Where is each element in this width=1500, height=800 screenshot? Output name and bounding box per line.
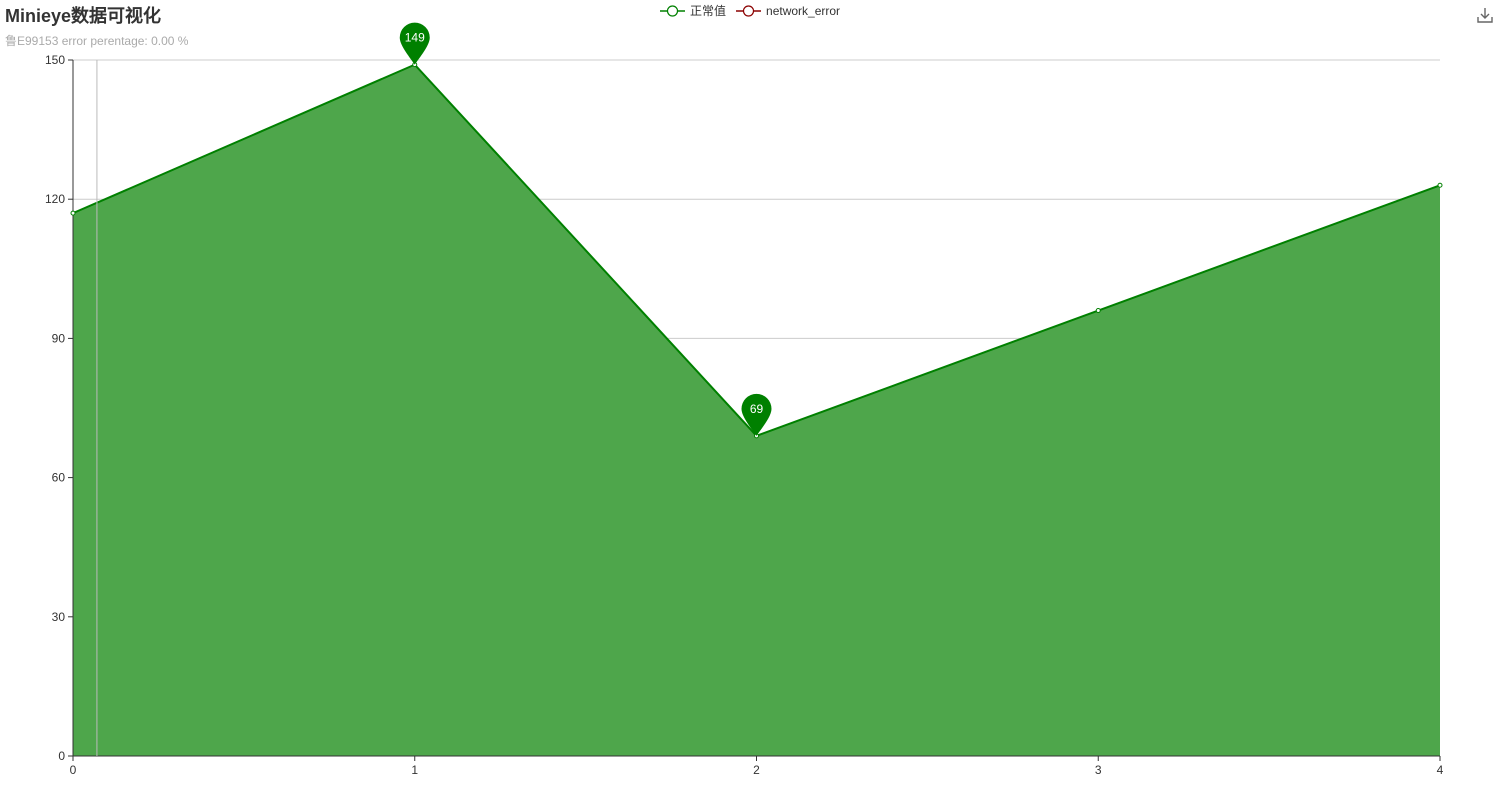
y-tick-label: 0 — [58, 749, 65, 763]
legend-item-network-error[interactable]: network_error — [736, 4, 840, 18]
download-button[interactable] — [1476, 6, 1494, 24]
y-tick-label: 120 — [45, 192, 65, 206]
mark-point-pin[interactable] — [399, 22, 430, 65]
series-area — [73, 64, 1440, 756]
x-tick-label: 1 — [411, 763, 418, 777]
chart-subtitle: 鲁E99153 error perentage: 0.00 % — [5, 34, 189, 48]
y-tick-label: 150 — [45, 53, 65, 67]
mark-point-label: 69 — [750, 402, 764, 416]
chart-title: Minieye数据可视化 — [5, 6, 162, 26]
legend-network-error-symbol-icon — [736, 4, 762, 17]
x-tick-label: 4 — [1437, 763, 1444, 777]
y-tick-label: 90 — [52, 331, 66, 345]
download-icon — [1477, 8, 1493, 23]
x-tick-label: 2 — [753, 763, 760, 777]
y-tick-label: 60 — [52, 471, 66, 485]
legend-label-normal: 正常值 — [690, 4, 727, 18]
legend-item-normal[interactable]: 正常值 — [660, 2, 726, 19]
legend: 正常值 network_error — [660, 2, 850, 19]
data-point[interactable] — [1437, 182, 1443, 188]
y-tick-label: 30 — [52, 610, 66, 624]
mark-point-pin[interactable] — [741, 393, 772, 436]
x-tick-label: 3 — [1095, 763, 1102, 777]
data-point[interactable] — [70, 210, 76, 216]
legend-label-network-error: network_error — [766, 3, 841, 18]
mark-point-label: 149 — [405, 31, 425, 45]
legend-normal-symbol-icon — [660, 4, 685, 17]
data-point[interactable] — [1095, 308, 1101, 314]
x-tick-label: 0 — [70, 763, 77, 777]
